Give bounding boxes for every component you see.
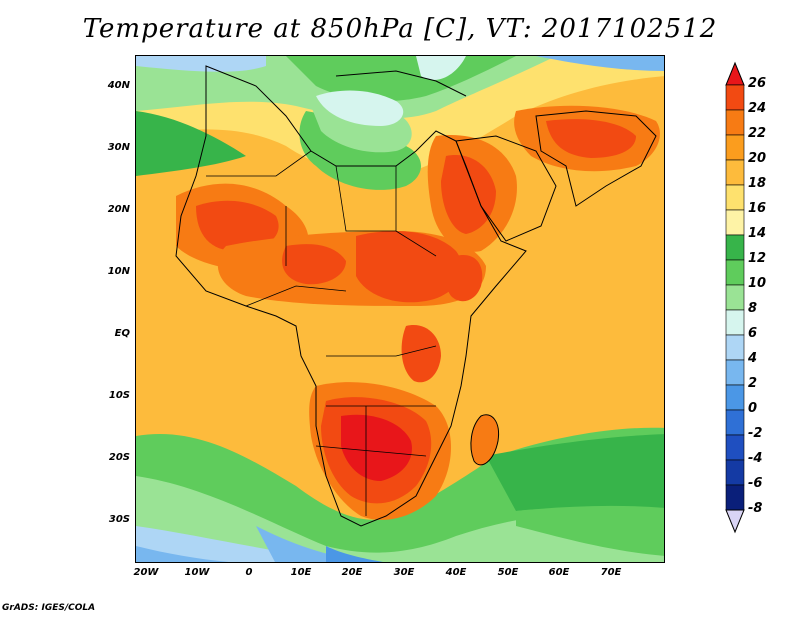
lon-tick-label: 10W [184, 567, 210, 578]
lat-tick-label: 10N [107, 266, 130, 277]
colorbar-level-label: 0 [748, 401, 758, 416]
lon-tick-label: 70E [600, 567, 622, 578]
lon-tick-label: 50E [497, 567, 519, 578]
temperature-field [136, 56, 664, 562]
colorbar-segment [725, 359, 745, 386]
lon-tick-label: 20E [341, 567, 363, 578]
colorbar-level-label: 4 [748, 351, 758, 366]
colorbar-segment [725, 484, 745, 511]
lat-tick-label: 30N [107, 142, 130, 153]
map-title: Temperature at 850hPa [C], VT: 201710251… [82, 14, 718, 44]
colorbar-segment [725, 234, 745, 261]
colorbar-level-label: -2 [748, 426, 763, 441]
colorbar-level-label: -6 [748, 476, 763, 491]
lon-tick-label: 20W [133, 567, 159, 578]
colorbar-level-label: 22 [748, 126, 767, 141]
colorbar-segment [725, 184, 745, 211]
lon-tick-label: 30E [393, 567, 415, 578]
colorbar-top-arrow [725, 61, 745, 86]
credit-text: GrADS: IGES/COLA [2, 603, 96, 613]
colorbar-segment [725, 309, 745, 336]
colorbar-segment [725, 159, 745, 186]
colorbar-level-label: 2 [748, 376, 758, 391]
colorbar-level-label: 14 [748, 226, 767, 241]
colorbar-level-label: -4 [748, 451, 763, 466]
temperature-map [135, 55, 665, 563]
lon-tick-label: 10E [290, 567, 312, 578]
colorbar-segment [725, 284, 745, 311]
colorbar-segment [725, 209, 745, 236]
colorbar-segment [725, 334, 745, 361]
colorbar-level-label: 24 [748, 101, 767, 116]
colorbar-segment [725, 409, 745, 436]
colorbar-level-label: 6 [748, 326, 758, 341]
colorbar-level-label: 20 [748, 151, 767, 166]
lat-tick-label: 10S [108, 390, 130, 401]
colorbar-segment [725, 84, 745, 111]
colorbar-segment [725, 109, 745, 136]
colorbar-segment [725, 434, 745, 461]
lat-tick-label: 40N [107, 80, 130, 91]
lat-tick-label: 20N [107, 204, 130, 215]
colorbar-level-label: 16 [748, 201, 767, 216]
lat-tick-label: 20S [108, 452, 130, 463]
colorbar [725, 61, 745, 534]
lat-tick-label: EQ [114, 328, 130, 339]
colorbar-segment [725, 134, 745, 161]
lon-tick-label: 40E [445, 567, 467, 578]
colorbar-segment [725, 259, 745, 286]
lon-tick-label: 0 [245, 567, 253, 578]
lat-tick-label: 30S [108, 514, 130, 525]
colorbar-level-label: 26 [748, 76, 767, 91]
colorbar-level-label: 10 [748, 276, 767, 291]
colorbar-segment [725, 384, 745, 411]
lon-tick-label: 60E [548, 567, 570, 578]
colorbar-level-label: 18 [748, 176, 767, 191]
colorbar-level-label: 8 [748, 301, 758, 316]
colorbar-level-label: -8 [748, 501, 763, 516]
colorbar-level-label: 12 [748, 251, 767, 266]
colorbar-segment [725, 459, 745, 486]
colorbar-bottom-arrow [725, 509, 745, 534]
